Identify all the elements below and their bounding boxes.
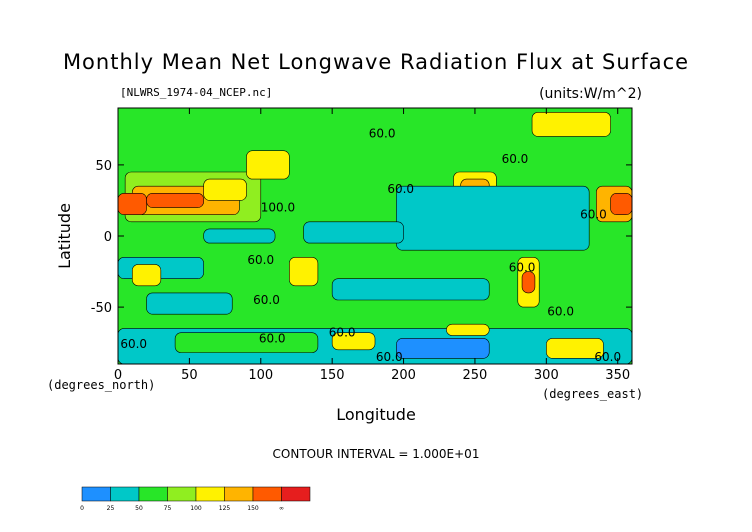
chart-title: Monthly Mean Net Longwave Radiation Flux… — [63, 50, 689, 74]
contour-label: 60.0 — [376, 350, 403, 364]
colorbar-swatch — [167, 486, 197, 502]
contour-label: 60.0 — [580, 208, 607, 222]
heat-region — [610, 193, 632, 215]
contour-label: 60.0 — [502, 152, 529, 166]
x-unit-label: (degrees_east) — [542, 387, 643, 401]
contour-label: 60.0 — [369, 127, 396, 141]
y-tick-label: 50 — [95, 159, 112, 174]
heat-region — [118, 193, 147, 215]
x-tick-label: 50 — [181, 368, 198, 383]
heat-region — [146, 193, 204, 208]
x-tick-label: 0 — [114, 368, 122, 383]
contour-interval-text: CONTOUR INTERVAL = 1.000E+01 — [273, 447, 480, 461]
heat-region — [174, 332, 319, 353]
contour-label: 100.0 — [261, 201, 295, 215]
y-unit-label: (degrees_north) — [47, 378, 155, 392]
y-axis-ticks: 50 0 -50 — [91, 159, 632, 316]
colorbar-level-label: ∞ — [279, 505, 284, 512]
x-tick-label: 150 — [320, 368, 345, 383]
heat-region — [203, 228, 276, 244]
contour-label: 60.0 — [259, 331, 286, 345]
x-tick-label: 250 — [463, 368, 488, 383]
colorbar-level-label: 125 — [219, 505, 231, 512]
colorbar-level-label: 100 — [190, 505, 202, 512]
colorbar-swatch — [281, 486, 311, 502]
y-tick-label: 0 — [104, 230, 112, 245]
contour-label: 60.0 — [253, 293, 280, 307]
heat-region — [521, 271, 536, 294]
heat-region — [289, 257, 319, 287]
colorbar-swatch — [138, 486, 168, 502]
contour-label: 60.0 — [547, 304, 574, 318]
x-axis-label: Longitude — [336, 405, 416, 424]
heat-region — [546, 338, 604, 359]
contour-label: 60.0 — [120, 337, 147, 351]
heat-region — [146, 292, 233, 315]
heat-region — [331, 278, 490, 301]
contour-label: 60.0 — [509, 260, 536, 274]
colorbar-swatch — [252, 486, 282, 502]
units-label: (units:W/m^2) — [539, 86, 642, 102]
contour-label: 60.0 — [247, 253, 274, 267]
colorbar-level-label: 25 — [107, 505, 115, 512]
heat-region — [331, 332, 376, 351]
y-axis-label: Latitude — [55, 203, 74, 269]
x-tick-label: 300 — [534, 368, 559, 383]
heat-region — [396, 338, 490, 359]
heat-region — [203, 178, 247, 201]
x-tick-label: 350 — [605, 368, 630, 383]
contour-label: 60.0 — [387, 182, 414, 196]
y-tick-label: -50 — [91, 301, 112, 316]
colorbar-level-label: 150 — [247, 505, 259, 512]
colorbar-level-label: 0 — [80, 505, 84, 512]
file-name-label: [NLWRS_1974-04_NCEP.nc] — [120, 86, 272, 99]
colorbar-level-label: 50 — [135, 505, 143, 512]
colorbar-swatch — [110, 486, 140, 502]
plot-area — [118, 108, 632, 364]
heat-region — [246, 150, 290, 180]
contour-labels: 60.0 60.0 60.0 100.0 60.0 60.0 60.0 60.0 60.0 60.… — [120, 127, 621, 364]
colorbar-swatch — [195, 486, 225, 502]
x-tick-label: 200 — [391, 368, 416, 383]
contour-label: 60.0 — [594, 350, 621, 364]
heat-region — [446, 323, 490, 336]
heat-region — [531, 111, 611, 137]
colorbar-swatch — [81, 486, 111, 502]
x-axis-ticks: 0 50 100 150 200 250 300 350 — [114, 108, 630, 383]
heat-region — [303, 221, 404, 244]
heat-region — [396, 185, 590, 251]
colorbar-swatch — [224, 486, 254, 502]
heat-region — [131, 264, 162, 287]
colorbar: 0 25 50 75 100 125 150 ∞ — [80, 486, 311, 512]
contour-label: 60.0 — [329, 326, 356, 340]
colorbar-level-label: 75 — [164, 505, 172, 512]
x-tick-label: 100 — [248, 368, 273, 383]
